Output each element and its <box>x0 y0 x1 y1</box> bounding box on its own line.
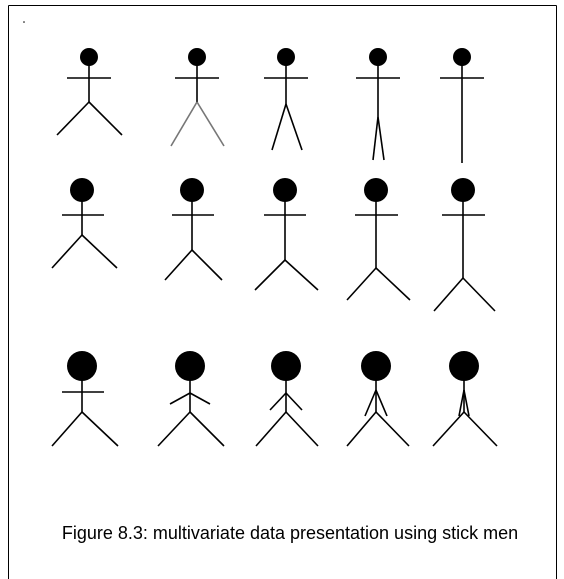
stick-man <box>51 178 118 269</box>
stick-man <box>51 351 119 447</box>
frame <box>8 5 557 579</box>
stick-man <box>170 48 225 147</box>
stick-man <box>356 48 400 161</box>
stick-man <box>157 351 225 447</box>
stick-man <box>432 351 498 447</box>
stick-man <box>264 48 308 151</box>
stick-man <box>164 178 223 281</box>
caption: Figure 8.3: multivariate data presentati… <box>61 523 519 543</box>
stick-man <box>346 178 411 301</box>
stick-man <box>346 351 410 447</box>
stick-man <box>56 48 123 136</box>
stick-man <box>255 351 319 447</box>
dot <box>23 21 25 23</box>
stick-man <box>254 178 319 291</box>
stick-man <box>440 48 484 163</box>
stick-man <box>433 178 496 312</box>
